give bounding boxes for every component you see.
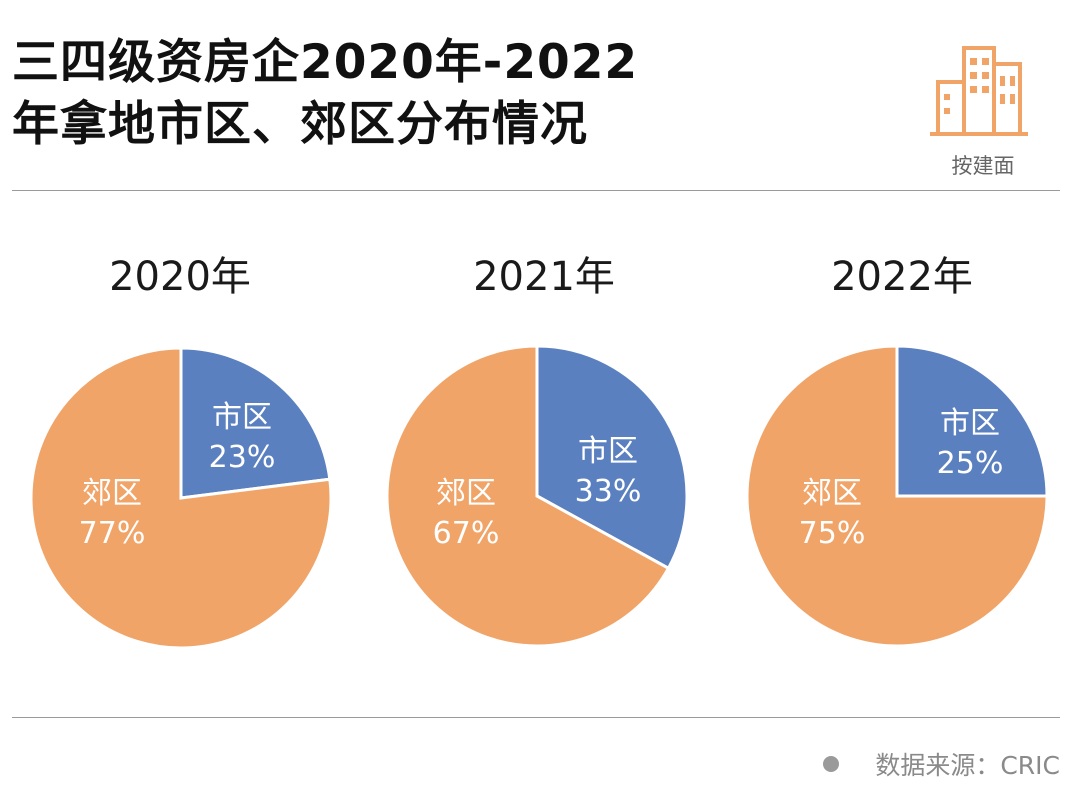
pie-title-2020: 2020年 [109,254,251,300]
slice-label-2021-suburb: 郊区 67% [406,474,526,554]
pie-slice-2020-city [179,346,332,500]
slice-category: 市区 [940,406,1000,441]
slice-category: 郊区 [436,476,496,511]
title-line-1: 三四级资房企2020年-2022 [12,35,639,90]
slice-value: 25% [936,446,1004,481]
slice-value: 75% [798,516,866,551]
slice-label-2020-suburb: 郊区 77% [52,474,172,554]
slice-value: 77% [78,516,146,551]
pie-slice-2022-city [895,344,1049,498]
slice-category: 郊区 [82,476,142,511]
slice-value: 33% [574,474,642,509]
slice-category: 市区 [578,434,638,469]
title-line-2: 年拿地市区、郊区分布情况 [12,97,588,152]
source-text: 数据来源：CRIC [875,751,1060,780]
data-source: 数据来源：CRIC [823,746,1060,782]
pie-title-2021: 2021年 [473,254,615,300]
bottom-divider [12,717,1060,718]
chart-title: 三四级资房企2020年-2022 年拿地市区、郊区分布情况 [12,32,872,156]
building-icon [930,46,1028,136]
slice-value: 23% [208,440,276,475]
building-caption: 按建面 [951,154,1015,178]
bullet-dot-icon [823,756,840,772]
pie-slice-2021-city [535,344,689,571]
slice-label-2020-city: 市区 23% [182,398,302,478]
pie-slice-2020-suburb [29,346,333,650]
slice-label-2021-city: 市区 33% [548,432,668,512]
slice-value: 67% [432,516,500,551]
slice-category: 市区 [212,400,272,435]
pie-title-2022: 2022年 [831,254,973,300]
pie-slice-2022-suburb [745,344,1049,648]
slice-category: 郊区 [802,476,862,511]
slice-label-2022-city: 市区 25% [910,404,1030,484]
top-divider [12,190,1060,191]
slice-label-2022-suburb: 郊区 75% [772,474,892,554]
pie-slice-2021-suburb [385,344,671,648]
